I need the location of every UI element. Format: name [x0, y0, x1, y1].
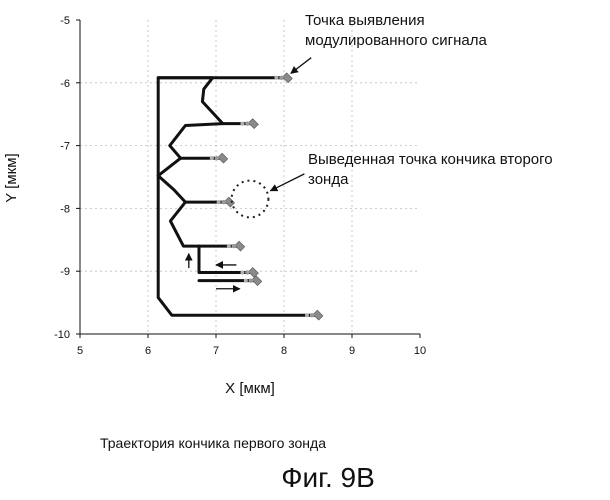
- x-tick-label: 6: [145, 345, 151, 357]
- y-tick-label: -7: [60, 141, 70, 153]
- endpoint-marker-dot: [249, 278, 253, 282]
- y-axis-label: Y [мкм]: [3, 153, 20, 202]
- x-axis-label: X [мкм]: [225, 380, 275, 397]
- annotation-second-probe-line-2: зонда: [308, 171, 349, 188]
- endpoint-marker-dot: [279, 76, 283, 80]
- y-tick-label: -6: [60, 78, 70, 90]
- x-tick-label: 7: [213, 345, 219, 357]
- endpoint-marker-dot: [217, 200, 221, 204]
- endpoint-marker-dot: [215, 156, 219, 160]
- endpoint-marker-dot: [227, 244, 231, 248]
- plot-area: [80, 20, 420, 334]
- endpoint-marker-dot: [240, 270, 244, 274]
- x-tick-label: 5: [77, 345, 83, 357]
- y-tick-label: -10: [54, 329, 70, 341]
- annotation-modulated-signal-line-1: Точка выявления: [305, 12, 425, 29]
- endpoint-marker-dot: [305, 313, 309, 317]
- figure-label: Фиг. 9B: [281, 462, 375, 493]
- endpoint-marker-dot: [274, 76, 278, 80]
- y-tick-labels: -5 -6 -7 -8 -9 -10: [54, 15, 80, 341]
- endpoint-marker-dot: [245, 121, 249, 125]
- x-tick-label: 10: [414, 345, 426, 357]
- endpoint-marker-dot: [310, 313, 314, 317]
- endpoint-marker-dot: [221, 200, 225, 204]
- endpoint-marker-dot: [240, 122, 244, 126]
- annotation-second-probe-line-1: Выведенная точка кончика второго: [308, 151, 553, 168]
- endpoint-marker-dot: [244, 279, 248, 283]
- y-tick-label: -9: [60, 266, 70, 278]
- x-tick-labels: 5 6 7 8 9 10: [77, 334, 426, 357]
- y-tick-label: -8: [60, 203, 70, 215]
- annotation-modulated-signal-line-2: модулированного сигнала: [305, 32, 487, 49]
- x-tick-label: 9: [349, 345, 355, 357]
- endpoint-marker-dot: [232, 244, 236, 248]
- chart-caption: Траектория кончика первого зонда: [100, 435, 326, 451]
- x-tick-label: 8: [281, 345, 287, 357]
- y-tick-label: -5: [60, 15, 70, 27]
- endpoint-marker-dot: [210, 156, 214, 160]
- endpoint-marker-dot: [245, 270, 249, 274]
